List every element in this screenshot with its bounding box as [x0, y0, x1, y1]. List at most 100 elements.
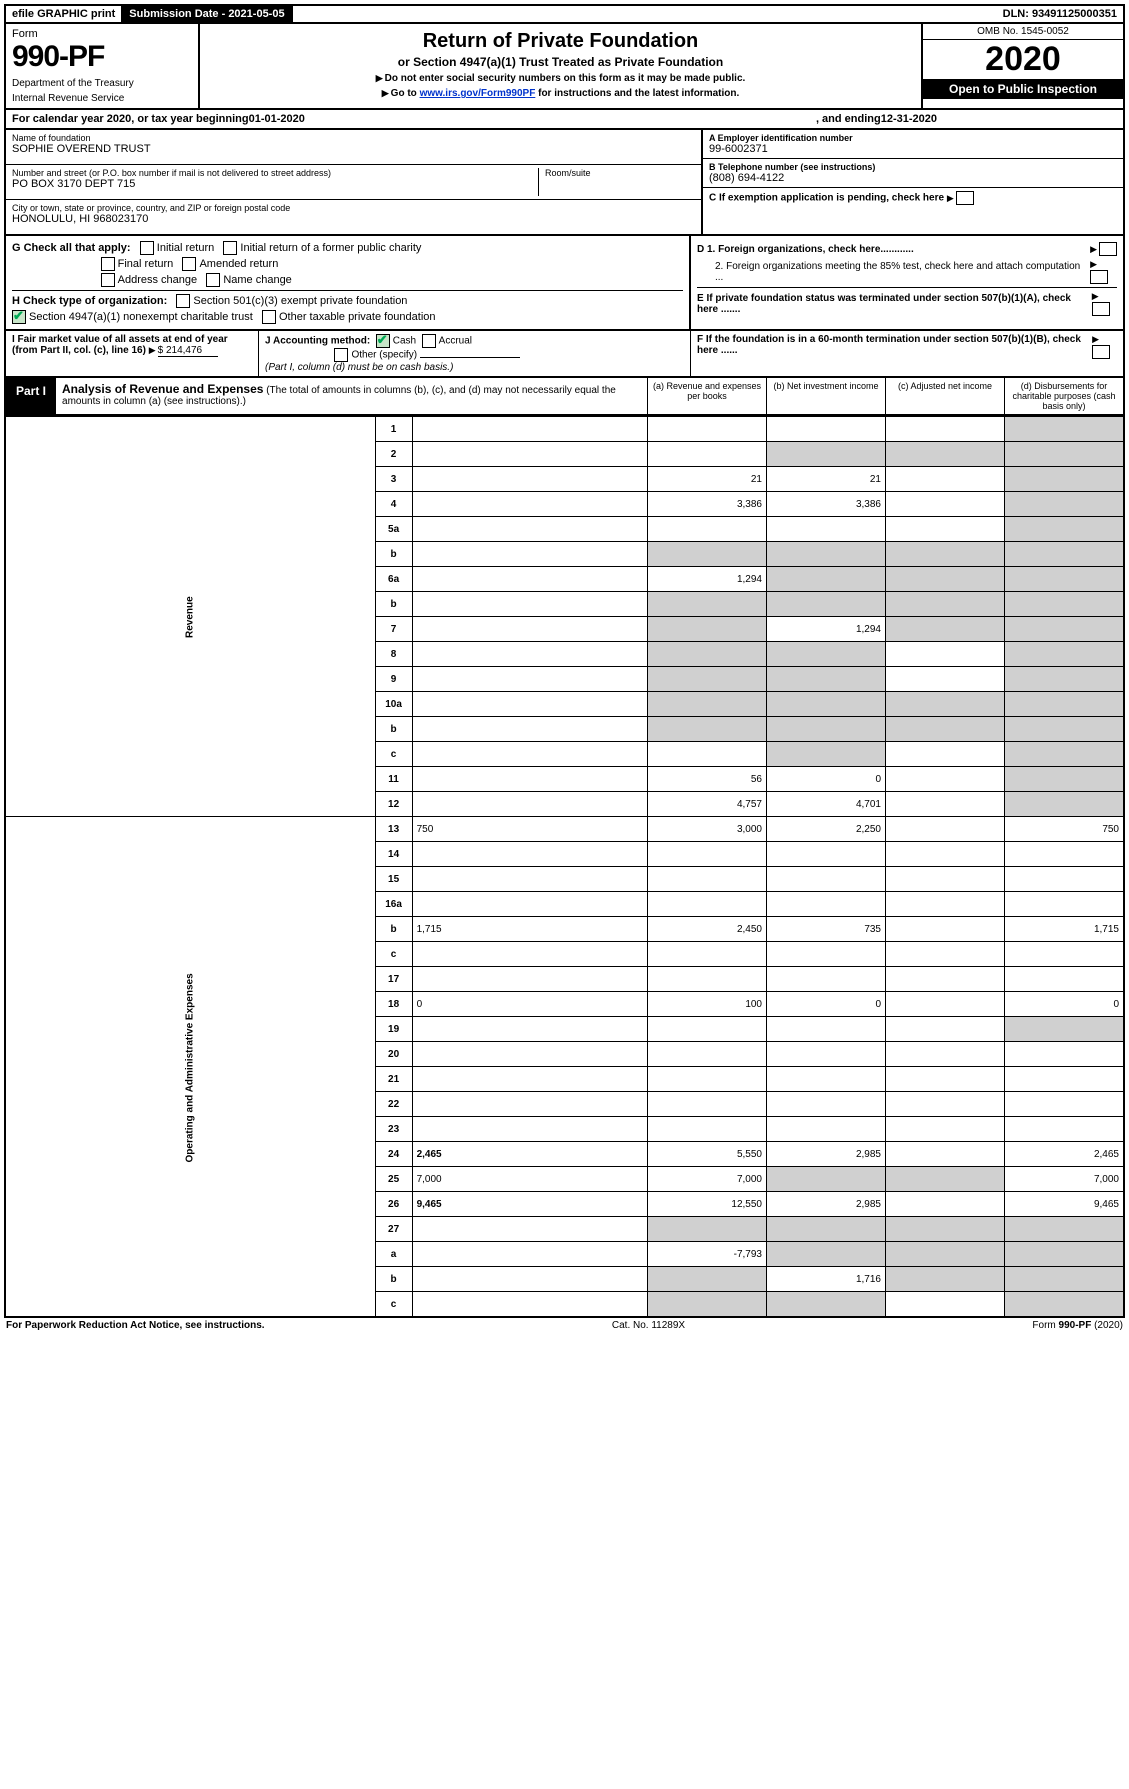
amt-b	[767, 667, 886, 692]
amt-d: 750	[1005, 817, 1125, 842]
amt-d	[1005, 542, 1125, 567]
efile-print[interactable]: efile GRAPHIC print	[6, 6, 123, 22]
table-row: Operating and Administrative Expenses137…	[5, 817, 1124, 842]
amt-b	[767, 1217, 886, 1242]
line-desc	[412, 717, 647, 742]
amt-b: 735	[767, 917, 886, 942]
chk-amended[interactable]	[182, 257, 196, 271]
amt-d	[1005, 567, 1125, 592]
amt-b	[767, 867, 886, 892]
part1-table: Revenue123212143,3863,3865ab6a1,294b71,2…	[4, 416, 1125, 1318]
amt-c	[886, 417, 1005, 442]
amt-a: 4,757	[648, 792, 767, 817]
amt-c	[886, 1142, 1005, 1167]
line-number: b	[375, 592, 412, 617]
line-number: 25	[375, 1167, 412, 1192]
amt-c	[886, 592, 1005, 617]
checkbox-d1[interactable]	[1099, 242, 1117, 256]
page-footer: For Paperwork Reduction Act Notice, see …	[4, 1320, 1125, 1331]
line-number: 14	[375, 842, 412, 867]
line-number: 8	[375, 642, 412, 667]
chk-other-taxable[interactable]	[262, 310, 276, 324]
amt-c	[886, 1042, 1005, 1067]
chk-addr-change[interactable]	[101, 273, 115, 287]
amt-a	[648, 1117, 767, 1142]
amt-a	[648, 1092, 767, 1117]
amt-a: 1,294	[648, 567, 767, 592]
exemption-pending-cell: C If exemption application is pending, c…	[703, 188, 1123, 208]
checkbox-e[interactable]	[1092, 302, 1110, 316]
amt-d	[1005, 1292, 1125, 1318]
line-number: 20	[375, 1042, 412, 1067]
chk-other-method[interactable]	[334, 348, 348, 362]
form-ref: Form 990-PF (2020)	[1032, 1320, 1123, 1331]
line-desc	[412, 692, 647, 717]
line-desc: 750	[412, 817, 647, 842]
chk-initial[interactable]	[140, 241, 154, 255]
amt-c	[886, 442, 1005, 467]
d2-line: 2. Foreign organizations meeting the 85%…	[697, 259, 1117, 284]
amt-b	[767, 1067, 886, 1092]
line-desc	[412, 667, 647, 692]
tax-year-begin: 01-01-2020	[249, 113, 305, 125]
amt-c	[886, 467, 1005, 492]
amt-b	[767, 642, 886, 667]
line-number: 1	[375, 417, 412, 442]
amt-c	[886, 817, 1005, 842]
amt-c	[886, 1267, 1005, 1292]
ij-row: I Fair market value of all assets at end…	[4, 331, 1125, 378]
amt-c	[886, 867, 1005, 892]
ein: 99-6002371	[709, 143, 1117, 155]
amt-d	[1005, 767, 1125, 792]
chk-final[interactable]	[101, 257, 115, 271]
amt-b	[767, 567, 886, 592]
amt-c	[886, 1017, 1005, 1042]
chk-initial-former[interactable]	[223, 241, 237, 255]
amt-d	[1005, 1217, 1125, 1242]
amt-d	[1005, 1242, 1125, 1267]
line-desc	[412, 1292, 647, 1318]
chk-cash[interactable]	[376, 334, 390, 348]
amt-d: 1,715	[1005, 917, 1125, 942]
amt-d: 7,000	[1005, 1167, 1125, 1192]
part1-title: Analysis of Revenue and Expenses (The to…	[56, 378, 647, 414]
chk-501c3[interactable]	[176, 294, 190, 308]
amt-c	[886, 1217, 1005, 1242]
line-desc	[412, 417, 647, 442]
line-desc: 7,000	[412, 1167, 647, 1192]
line-number: 5a	[375, 517, 412, 542]
amt-b: 2,985	[767, 1142, 886, 1167]
foundation-name-cell: Name of foundation SOPHIE OVEREND TRUST	[6, 130, 701, 165]
checkbox-d2[interactable]	[1090, 270, 1108, 284]
amt-a	[648, 667, 767, 692]
submission-date: Submission Date - 2021-05-05	[123, 6, 292, 22]
line-number: b	[375, 1267, 412, 1292]
amt-a	[648, 942, 767, 967]
chk-accrual[interactable]	[422, 334, 436, 348]
form-title: Return of Private Foundation	[206, 30, 915, 53]
amt-c	[886, 492, 1005, 517]
amt-b	[767, 967, 886, 992]
amt-b	[767, 1017, 886, 1042]
amt-d	[1005, 592, 1125, 617]
header-right: OMB No. 1545-0052 2020 Open to Public In…	[921, 24, 1123, 108]
amt-a: -7,793	[648, 1242, 767, 1267]
chk-4947a1[interactable]	[12, 310, 26, 324]
chk-name-change[interactable]	[206, 273, 220, 287]
amt-b: 4,701	[767, 792, 886, 817]
amt-c	[886, 567, 1005, 592]
line-desc: 2,465	[412, 1142, 647, 1167]
checkbox-f[interactable]	[1092, 345, 1110, 359]
amt-a	[648, 1042, 767, 1067]
amt-c	[886, 1092, 1005, 1117]
checkbox-c[interactable]	[956, 191, 974, 205]
irs-label: Internal Revenue Service	[12, 93, 192, 104]
amt-d	[1005, 642, 1125, 667]
amt-a: 12,550	[648, 1192, 767, 1217]
line-number: b	[375, 917, 412, 942]
amt-a: 7,000	[648, 1167, 767, 1192]
checks-right: D 1. Foreign organizations, check here..…	[689, 236, 1123, 329]
form990pf-link[interactable]: www.irs.gov/Form990PF	[420, 88, 536, 99]
form-label: Form	[12, 28, 192, 40]
line-desc: 0	[412, 992, 647, 1017]
